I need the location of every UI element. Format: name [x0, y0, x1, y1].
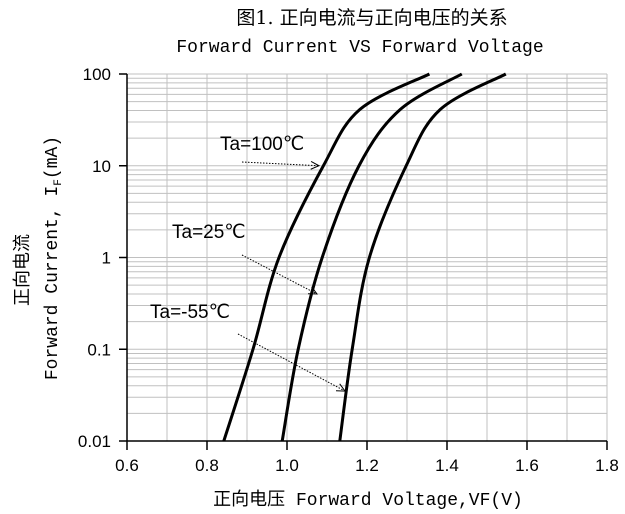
annotation-arrowhead: [310, 161, 321, 170]
series-line: [338, 72, 507, 442]
x-tick-label: 1.2: [355, 456, 379, 475]
y-tick-label: 0.01: [78, 432, 111, 451]
series-line: [222, 72, 431, 442]
x-tick-label: 1.8: [595, 456, 619, 475]
y-axis-label-text: Forward Current, I: [43, 186, 63, 380]
series-line: [280, 72, 463, 442]
series-label: Ta=-55℃: [150, 302, 230, 323]
y-axis-label-cn: 正向电流: [12, 234, 33, 306]
y-axis-label-subscript: F: [53, 179, 65, 186]
y-axis-label-unit: (mA): [43, 136, 63, 179]
y-tick-label: 1: [102, 249, 111, 268]
y-tick-label: 100: [83, 65, 111, 84]
series-label: Ta=100℃: [220, 134, 304, 155]
annotation-arrow: [241, 254, 318, 295]
x-tick-label: 1.6: [515, 456, 539, 475]
series-label: Ta=25℃: [172, 222, 246, 243]
annotation-arrow: [241, 161, 320, 167]
x-tick-label: 1.0: [275, 456, 299, 475]
y-tick-label: 0.1: [87, 340, 111, 359]
curves: [222, 72, 507, 442]
grid: [126, 73, 608, 442]
annotation-arrowhead: [307, 286, 319, 295]
x-tick-label: 1.4: [435, 456, 459, 475]
x-axis-label: 正向电压 Forward Voltage,VF(V): [213, 489, 523, 511]
annotation-arrowhead: [335, 383, 347, 392]
x-tick-label: 0.6: [115, 456, 139, 475]
y-tick-label: 10: [92, 157, 111, 176]
x-tick-label: 0.8: [195, 456, 219, 475]
y-axis-label-en: Forward Current, IF(mA): [43, 136, 65, 380]
annotations: Ta=100℃ Ta=25℃ Ta=-55℃: [150, 134, 347, 392]
annotation-arrow: [237, 333, 346, 392]
chart-title: 图1. 正向电流与正向电压的关系: [236, 7, 507, 29]
axis-ticks: 0.6 0.8 1.0 1.2 1.4 1.6 1.8 0.01 0.1 1 10 100: [78, 65, 619, 475]
chart-subtitle: Forward Current VS Forward Voltage: [176, 38, 543, 58]
